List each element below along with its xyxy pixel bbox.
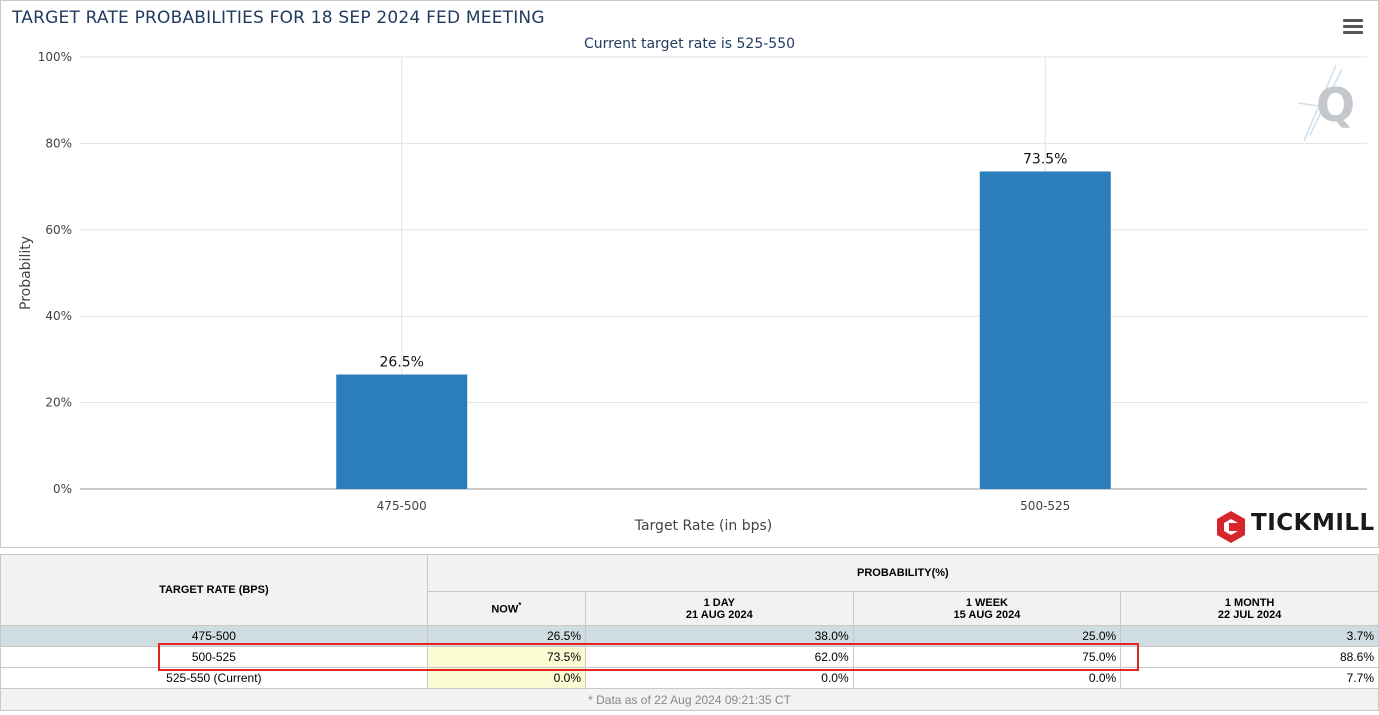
column-header-label: 1 MONTH: [1224, 596, 1275, 609]
y-tick-label: 60%: [45, 223, 72, 237]
probability-cell: 62.0%: [585, 646, 854, 668]
column-header-date: 21 AUG 2024: [685, 608, 753, 621]
table-row: 500-525 73.5% 62.0% 75.0% 88.6%: [0, 646, 1379, 668]
target-rate-cell: 500-525: [0, 646, 428, 668]
tickmill-logo-icon: [1217, 511, 1245, 543]
column-header-label: 1 WEEK: [965, 596, 1009, 609]
column-header: 1 MONTH 22 JUL 2024: [1120, 591, 1379, 626]
x-tick-label: 475-500: [377, 499, 427, 513]
column-header-label: 1 DAY: [703, 596, 736, 609]
chart-subtitle: Current target rate is 525-550: [583, 36, 796, 52]
probability-cell: 26.5%: [426, 625, 587, 647]
column-header-date: 15 AUG 2024: [953, 608, 1021, 621]
probability-cell: 7.7%: [1120, 667, 1379, 689]
header-target-rate: TARGET RATE (BPS): [0, 554, 428, 626]
table-row: 525-550 (Current) 0.0% 0.0% 0.0% 7.7%: [0, 667, 1379, 689]
probability-cell: 0.0%: [585, 667, 854, 689]
column-header: NOW*: [426, 591, 587, 626]
footnote-row: * Data as of 22 Aug 2024 09:21:35 CT: [0, 688, 1379, 711]
chart-title: TARGET RATE PROBABILITIES FOR 18 SEP 202…: [12, 8, 545, 28]
table-row: 475-500 26.5% 38.0% 25.0% 3.7%: [0, 625, 1379, 647]
y-tick-label: 40%: [45, 309, 72, 323]
x-tick-label: 500-525: [1020, 499, 1070, 513]
asterisk-mark: *: [518, 601, 522, 611]
tickmill-brand-name: TICKMILL: [1251, 510, 1375, 536]
column-header: 1 WEEK 15 AUG 2024: [852, 591, 1122, 626]
bar: [979, 171, 1111, 490]
x-axis-title: Target Rate (in bps): [634, 518, 773, 534]
menu-icon[interactable]: [1343, 19, 1363, 35]
probability-cell: 38.0%: [585, 625, 854, 647]
probability-cell: 3.7%: [1120, 625, 1379, 647]
column-header-date: 22 JUL 2024: [1217, 608, 1282, 621]
q-watermark-icon: Q: [1297, 64, 1355, 142]
target-rate-cell: 525-550 (Current): [0, 667, 428, 689]
y-tick-label: 0%: [53, 482, 72, 496]
column-header: 1 DAY 21 AUG 2024: [585, 591, 854, 626]
probability-cell: 73.5%: [426, 646, 587, 668]
y-tick-label: 20%: [45, 396, 72, 410]
y-tick-label: 100%: [38, 50, 72, 64]
column-header-label: NOW: [491, 603, 519, 616]
probability-cell: 88.6%: [1120, 646, 1379, 668]
data-label: 73.5%: [1023, 151, 1067, 167]
target-rate-cell: 475-500: [0, 625, 428, 647]
bar-chart: 0% 20% 40% 60% 80% 100% 26.5% 475-500 73.5% 500-5…: [18, 50, 1367, 534]
probability-cell: 0.0%: [852, 667, 1122, 689]
data-label: 26.5%: [380, 355, 424, 371]
header-probability: PROBABILITY(%): [426, 554, 1379, 592]
probability-table: TARGET RATE (BPS) PROBABILITY(%) NOW* 1 D…: [0, 554, 1379, 715]
probability-cell: 25.0%: [852, 625, 1122, 647]
probability-cell: 0.0%: [426, 667, 587, 689]
footnote: * Data as of 22 Aug 2024 09:21:35 CT: [0, 688, 1379, 711]
bar: [336, 374, 468, 489]
probability-cell: 75.0%: [852, 646, 1122, 668]
y-tick-label: 80%: [45, 136, 72, 150]
chart-panel: TARGET RATE PROBABILITIES FOR 18 SEP 202…: [0, 0, 1379, 548]
y-axis-title: Probability: [18, 236, 34, 310]
q-watermark-letter: Q: [1316, 78, 1355, 132]
